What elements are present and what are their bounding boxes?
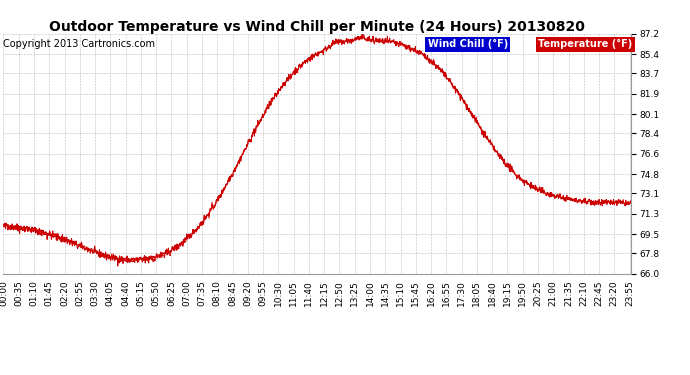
Text: Temperature (°F): Temperature (°F) xyxy=(538,39,633,50)
Text: Copyright 2013 Cartronics.com: Copyright 2013 Cartronics.com xyxy=(3,39,155,50)
Text: Wind Chill (°F): Wind Chill (°F) xyxy=(428,39,508,50)
Title: Outdoor Temperature vs Wind Chill per Minute (24 Hours) 20130820: Outdoor Temperature vs Wind Chill per Mi… xyxy=(50,20,585,34)
